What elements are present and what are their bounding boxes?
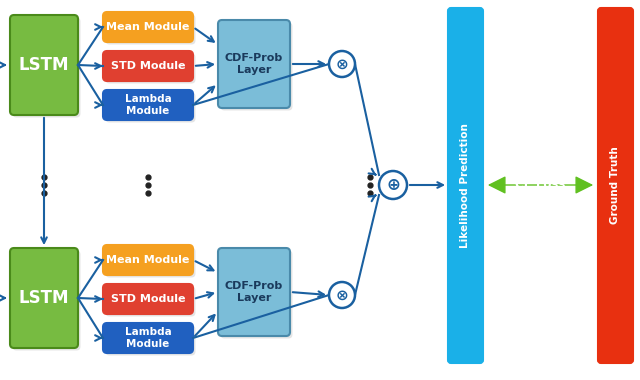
- Text: LSTM: LSTM: [19, 56, 69, 74]
- Text: Mean Module: Mean Module: [106, 255, 189, 265]
- Circle shape: [329, 282, 355, 308]
- FancyBboxPatch shape: [103, 323, 193, 353]
- FancyBboxPatch shape: [598, 8, 633, 363]
- Text: ⊗: ⊗: [335, 57, 348, 71]
- FancyBboxPatch shape: [218, 20, 290, 108]
- FancyBboxPatch shape: [221, 250, 292, 339]
- Text: Ground Truth: Ground Truth: [611, 147, 621, 224]
- Text: CDF-Prob
Layer: CDF-Prob Layer: [225, 53, 283, 75]
- FancyBboxPatch shape: [221, 22, 292, 111]
- FancyBboxPatch shape: [103, 51, 193, 81]
- FancyBboxPatch shape: [106, 326, 195, 356]
- Circle shape: [329, 51, 355, 77]
- FancyBboxPatch shape: [103, 245, 193, 275]
- FancyBboxPatch shape: [103, 90, 193, 120]
- FancyBboxPatch shape: [10, 248, 78, 348]
- Text: Lambda
Module: Lambda Module: [125, 327, 172, 349]
- FancyBboxPatch shape: [106, 92, 195, 122]
- FancyBboxPatch shape: [448, 8, 483, 363]
- Text: STD Module: STD Module: [111, 61, 185, 71]
- Text: Likelihood Prediction: Likelihood Prediction: [461, 123, 470, 248]
- FancyBboxPatch shape: [106, 287, 195, 317]
- FancyBboxPatch shape: [218, 248, 290, 336]
- FancyBboxPatch shape: [103, 12, 193, 42]
- Circle shape: [379, 171, 407, 199]
- Text: ⊕: ⊕: [386, 176, 400, 194]
- FancyBboxPatch shape: [13, 250, 81, 350]
- FancyBboxPatch shape: [13, 17, 81, 117]
- Text: Mean Module: Mean Module: [106, 22, 189, 32]
- Text: CE Loss: CE Loss: [515, 179, 566, 192]
- FancyBboxPatch shape: [106, 247, 195, 277]
- FancyBboxPatch shape: [10, 15, 78, 115]
- Text: STD Module: STD Module: [111, 294, 185, 304]
- FancyBboxPatch shape: [106, 14, 195, 44]
- Text: CDF-Prob
Layer: CDF-Prob Layer: [225, 281, 283, 303]
- Text: LSTM: LSTM: [19, 289, 69, 307]
- Text: ⊗: ⊗: [335, 288, 348, 302]
- Text: Lambda
Module: Lambda Module: [125, 94, 172, 116]
- FancyBboxPatch shape: [106, 54, 195, 84]
- FancyBboxPatch shape: [103, 284, 193, 314]
